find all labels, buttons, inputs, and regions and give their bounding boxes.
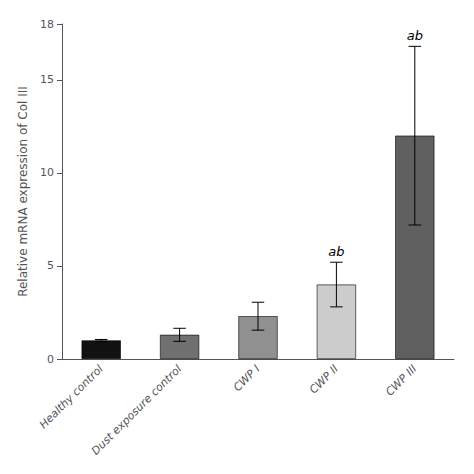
svg-text:10: 10 [40, 166, 54, 179]
svg-text:Healthy control: Healthy control [37, 362, 106, 431]
svg-text:Relative mRNA expression of Co: Relative mRNA expression of Col III [16, 86, 30, 297]
svg-text:CWP II: CWP II [307, 362, 341, 396]
svg-text:Dust exposure control: Dust exposure control [89, 362, 184, 457]
svg-text:5: 5 [47, 259, 54, 272]
svg-text:ab: ab [407, 28, 423, 43]
svg-text:CWP III: CWP III [383, 362, 419, 398]
svg-text:0: 0 [47, 353, 54, 366]
svg-text:CWP I: CWP I [231, 362, 263, 394]
svg-text:ab: ab [328, 244, 344, 259]
svg-text:18: 18 [40, 18, 54, 31]
svg-text:15: 15 [40, 73, 54, 86]
